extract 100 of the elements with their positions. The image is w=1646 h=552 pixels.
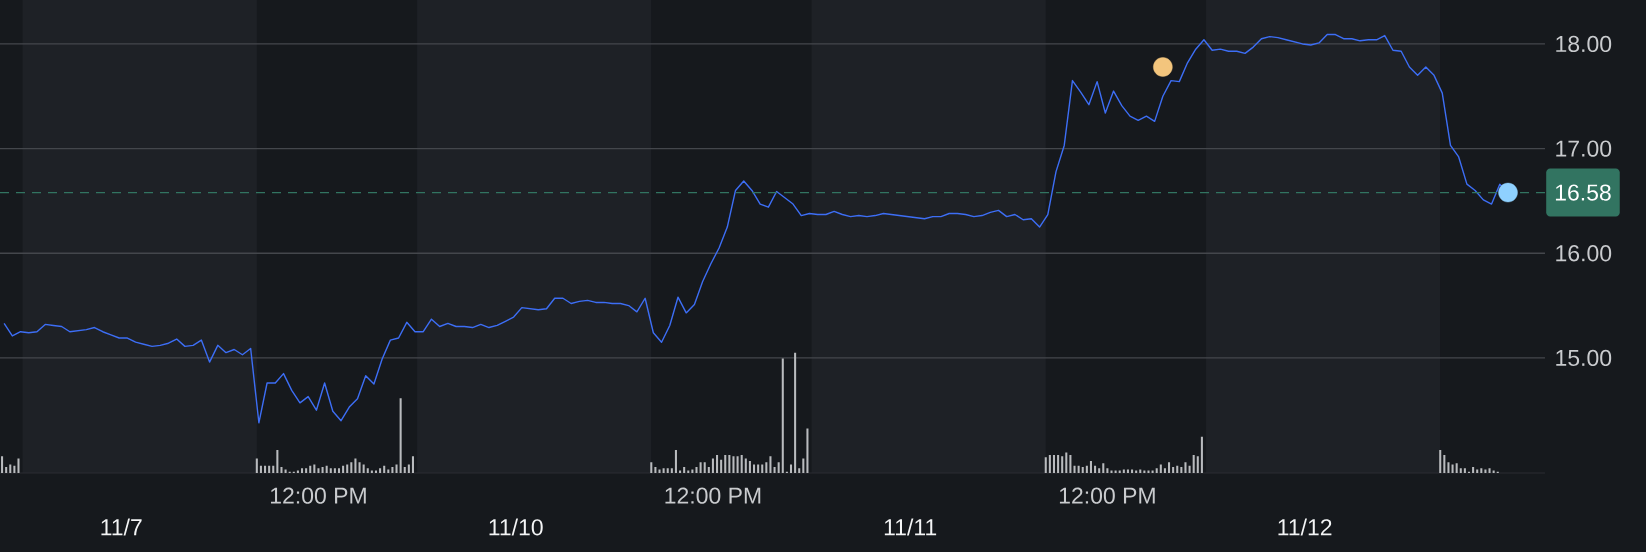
bar xyxy=(403,466,406,473)
bar xyxy=(1476,469,1479,473)
bar xyxy=(333,468,336,473)
bar xyxy=(1085,465,1088,473)
bar xyxy=(1176,465,1179,473)
bar xyxy=(1044,457,1047,473)
bar xyxy=(691,469,694,473)
bar xyxy=(1069,454,1072,473)
x-tick-label: 11/11 xyxy=(884,518,937,536)
bar xyxy=(399,398,402,473)
ref-line-label: 16.58 xyxy=(1555,184,1611,201)
bar xyxy=(806,428,809,473)
bar xyxy=(1126,469,1129,473)
bar xyxy=(720,459,723,473)
bar xyxy=(268,465,271,473)
bar xyxy=(1439,450,1442,473)
bar xyxy=(391,466,394,473)
bar xyxy=(321,466,324,473)
bar xyxy=(1168,462,1171,473)
bar xyxy=(773,466,776,473)
bar xyxy=(305,468,308,473)
bar xyxy=(789,464,793,473)
x-tick-label: 11/7 xyxy=(101,518,142,536)
bar xyxy=(313,464,316,473)
bar xyxy=(350,462,353,473)
x-tick-label: 12:00 PM xyxy=(270,487,366,504)
bar xyxy=(1180,466,1183,473)
bar xyxy=(781,358,784,473)
bar xyxy=(666,468,669,473)
x-tick-label: 12:00 PM xyxy=(1059,487,1155,504)
bar xyxy=(1484,469,1487,473)
bar xyxy=(13,465,16,473)
bar xyxy=(1196,456,1199,473)
bar xyxy=(280,466,283,473)
bar xyxy=(695,466,698,473)
bar xyxy=(1102,463,1105,473)
bar xyxy=(1073,465,1076,473)
bar xyxy=(798,468,801,473)
y-tick-label: 18.00 xyxy=(1556,35,1612,53)
bar xyxy=(5,466,8,473)
bar xyxy=(1089,460,1092,473)
bar xyxy=(683,466,686,473)
bar xyxy=(761,464,764,473)
bar xyxy=(674,450,677,473)
bar xyxy=(1172,466,1175,473)
bar xyxy=(1131,469,1134,473)
bar xyxy=(272,465,275,473)
bar xyxy=(1139,469,1142,473)
bar xyxy=(752,464,756,473)
bar xyxy=(1447,462,1450,473)
bar xyxy=(736,456,739,473)
bar xyxy=(342,465,345,473)
bar xyxy=(1098,468,1101,473)
bar xyxy=(1057,454,1060,473)
bar xyxy=(1188,465,1191,473)
bar xyxy=(1192,454,1195,473)
bar xyxy=(1451,464,1454,473)
bar xyxy=(346,464,349,473)
bar xyxy=(1472,466,1475,473)
bar xyxy=(728,454,731,473)
y-tick-label: 17.00 xyxy=(1556,140,1612,157)
bar xyxy=(411,456,414,473)
bar xyxy=(325,465,328,473)
bar xyxy=(1488,468,1491,473)
bar xyxy=(769,456,772,473)
bar xyxy=(707,466,710,473)
bar xyxy=(670,468,673,473)
bar xyxy=(255,458,258,473)
bar xyxy=(284,469,287,473)
bar xyxy=(757,464,760,473)
bar xyxy=(765,462,768,473)
bar xyxy=(366,468,369,473)
bar xyxy=(777,462,780,473)
bar xyxy=(354,458,357,473)
bar xyxy=(654,466,657,473)
bar xyxy=(1184,462,1187,473)
bar xyxy=(740,454,743,473)
bar xyxy=(650,462,653,473)
bar xyxy=(337,468,341,473)
bar xyxy=(317,468,320,473)
bar xyxy=(1159,464,1162,473)
bar xyxy=(1048,454,1051,473)
bar xyxy=(724,454,727,473)
bar xyxy=(329,468,332,473)
bar xyxy=(1443,454,1446,473)
bar xyxy=(387,469,390,473)
bar xyxy=(748,460,751,473)
bar xyxy=(744,458,747,473)
bar xyxy=(358,462,361,473)
bar xyxy=(658,469,661,473)
y-tick-label: 16.00 xyxy=(1556,245,1612,262)
x-tick-label: 11/10 xyxy=(489,518,543,536)
bar xyxy=(1463,468,1466,473)
bar xyxy=(383,465,386,473)
bar xyxy=(802,458,805,473)
bar xyxy=(1155,468,1158,473)
bar xyxy=(1480,468,1483,473)
bar xyxy=(379,468,382,473)
bar xyxy=(1077,465,1080,473)
bar xyxy=(699,462,702,473)
